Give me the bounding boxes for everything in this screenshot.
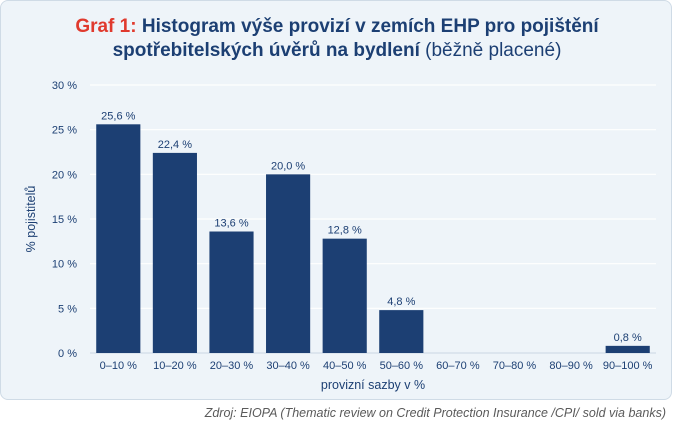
data-label: 20,0 %	[271, 160, 305, 172]
y-tick-label: 30 %	[52, 80, 77, 92]
x-tick-label: 20–30 %	[210, 360, 254, 372]
data-label: 4,8 %	[387, 296, 415, 308]
bar	[266, 174, 311, 353]
bar	[379, 310, 424, 353]
histogram-chart: 0 % 5 % 10 % 15 % 20 % 25 % 30 % 25,6 % 0–10 % 22…	[24, 80, 656, 392]
x-tick-label: 10–20 %	[153, 360, 197, 372]
y-tick-label: 10 %	[52, 259, 77, 271]
data-label: 22,4 %	[158, 139, 192, 151]
data-label: 0,8 %	[614, 332, 642, 344]
title-line1: Histogram výše provizí v zemích EHP pro …	[141, 16, 599, 37]
y-tick-label: 5 %	[58, 303, 77, 315]
title-line2: spotřebitelských úvěrů na bydlení	[112, 40, 420, 61]
data-label: 13,6 %	[214, 218, 248, 230]
x-axis-title: provizní sazby v %	[321, 378, 425, 392]
x-tick-label: 0–10 %	[100, 360, 138, 372]
x-tick-label: 40–50 %	[323, 360, 367, 372]
title-suffix: (běžně placené)	[425, 40, 562, 61]
bar	[322, 238, 367, 353]
bar	[209, 231, 254, 353]
y-tick-label: 0 %	[58, 348, 77, 360]
y-axis-title: % pojistitelů	[24, 186, 38, 253]
x-tick-label: 90–100 %	[603, 360, 653, 372]
chart-title: Graf 1: Histogram výše provizí v zemích …	[1, 15, 673, 63]
x-tick-label: 80–90 %	[549, 360, 593, 372]
data-label: 12,8 %	[328, 225, 362, 237]
y-tick-label: 25 %	[52, 125, 77, 137]
x-tick-label: 60–70 %	[436, 360, 480, 372]
source-note: Zdroj: EIOPA (Thematic review on Credit …	[204, 406, 666, 420]
bar	[605, 345, 650, 353]
x-tick-label: 30–40 %	[266, 360, 310, 372]
data-label: 25,6 %	[101, 110, 135, 122]
bar	[152, 152, 197, 353]
x-tick-label: 70–80 %	[493, 360, 537, 372]
title-prefix: Graf 1:	[75, 16, 137, 37]
bar	[96, 124, 141, 353]
x-tick-label: 50–60 %	[380, 360, 424, 372]
y-tick-label: 20 %	[52, 169, 77, 181]
y-tick-label: 15 %	[52, 214, 77, 226]
